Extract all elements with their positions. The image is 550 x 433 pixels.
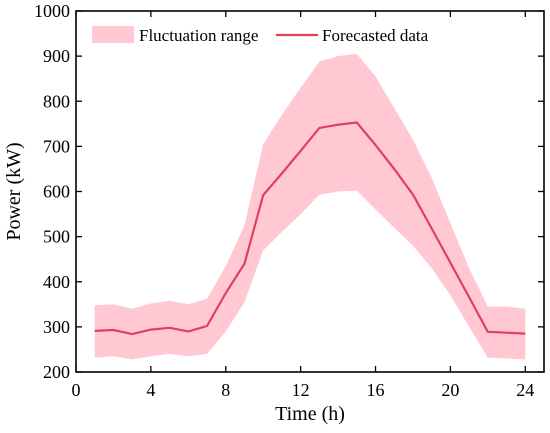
y-tick-label: 800 (43, 91, 70, 111)
y-tick-label: 600 (43, 182, 70, 202)
x-tick-label: 0 (72, 380, 81, 400)
legend: Fluctuation range Forecasted data (92, 26, 429, 45)
y-tick-label: 400 (43, 272, 70, 292)
y-tick-label: 900 (43, 46, 70, 66)
y-tick-label: 1000 (34, 1, 70, 21)
x-tick-label: 20 (441, 380, 459, 400)
x-axis-label: Time (h) (275, 403, 345, 425)
y-axis-label: Power (kW) (3, 142, 25, 240)
x-tick-label: 16 (367, 380, 385, 400)
ticks-layer: 0 4 8 12 16 20 24 200 300 400 500 600 700 800 900 1000 (34, 1, 544, 400)
x-tick-label: 4 (146, 380, 155, 400)
legend-line-label: Forecasted data (322, 26, 429, 45)
y-tick-label: 300 (43, 317, 70, 337)
fluctuation-band (94, 53, 526, 360)
y-tick-label: 700 (43, 136, 70, 156)
x-tick-label: 12 (292, 380, 310, 400)
legend-band-label: Fluctuation range (139, 26, 258, 45)
plot-layer (94, 53, 526, 360)
forecast-line (94, 121, 526, 336)
y-tick-label: 500 (43, 227, 70, 247)
y-tick-label: 200 (43, 362, 70, 382)
legend-band-swatch (92, 26, 134, 43)
x-tick-label: 24 (516, 380, 534, 400)
x-tick-label: 8 (221, 380, 230, 400)
